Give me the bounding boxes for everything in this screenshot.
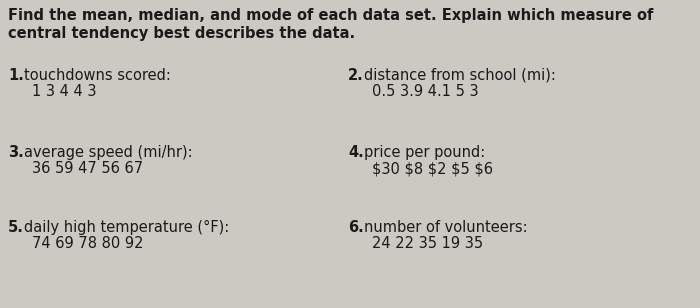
Text: 5.: 5. (8, 220, 24, 235)
Text: 2.: 2. (348, 68, 364, 83)
Text: distance from school (mi):: distance from school (mi): (364, 68, 556, 83)
Text: daily high temperature (°F):: daily high temperature (°F): (24, 220, 230, 235)
Text: 1.: 1. (8, 68, 24, 83)
Text: central tendency best describes the data.: central tendency best describes the data… (8, 26, 355, 41)
Text: 74 69 78 80 92: 74 69 78 80 92 (32, 236, 144, 251)
Text: average speed (mi/hr):: average speed (mi/hr): (24, 145, 193, 160)
Text: Find the mean, median, and mode of each data set. Explain which measure of: Find the mean, median, and mode of each … (8, 8, 653, 23)
Text: 4.: 4. (348, 145, 364, 160)
Text: 6.: 6. (348, 220, 364, 235)
Text: touchdowns scored:: touchdowns scored: (24, 68, 171, 83)
Text: 0.5 3.9 4.1 5 3: 0.5 3.9 4.1 5 3 (372, 84, 479, 99)
Text: 24 22 35 19 35: 24 22 35 19 35 (372, 236, 483, 251)
Text: 36 59 47 56 67: 36 59 47 56 67 (32, 161, 143, 176)
Text: 1 3 4 4 3: 1 3 4 4 3 (32, 84, 97, 99)
Text: 3.: 3. (8, 145, 24, 160)
Text: $30 $8 $2 $5 $6: $30 $8 $2 $5 $6 (372, 161, 493, 176)
Text: number of volunteers:: number of volunteers: (364, 220, 528, 235)
Text: price per pound:: price per pound: (364, 145, 485, 160)
